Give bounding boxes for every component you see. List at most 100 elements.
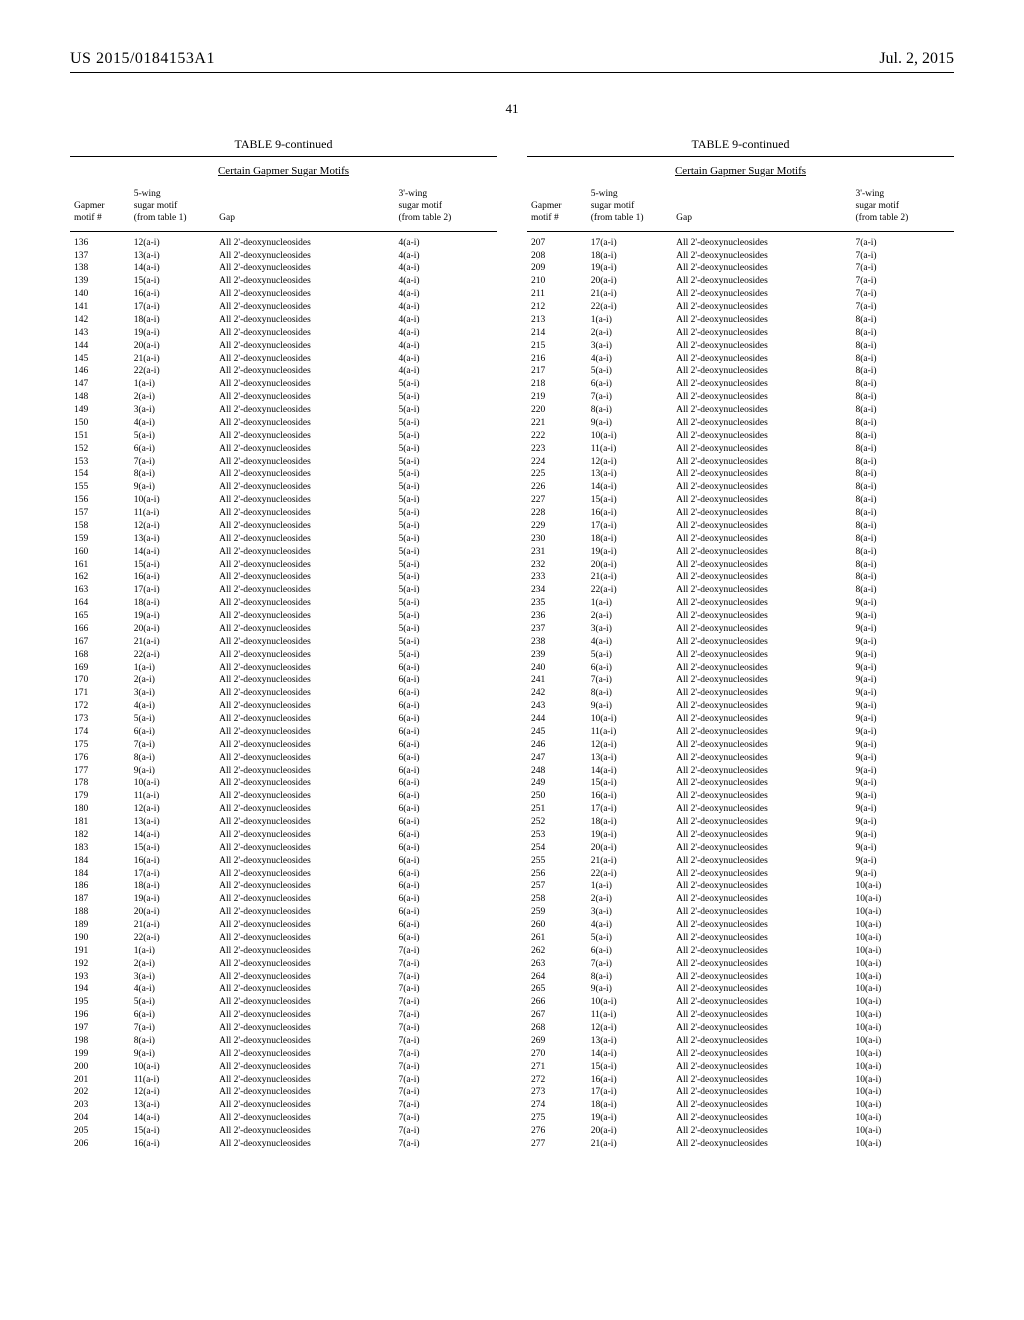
cell-3wing: 8(a-i) (852, 508, 955, 521)
cell-5wing: 21(a-i) (130, 920, 215, 933)
cell-gap: All 2'-deoxynucleosides (672, 1061, 851, 1074)
cell-motif: 192 (70, 958, 130, 971)
cell-3wing: 5(a-i) (395, 585, 498, 598)
col-header-gap-text: Gap (676, 213, 692, 223)
cell-gap: All 2'-deoxynucleosides (672, 971, 851, 984)
cell-3wing: 10(a-i) (852, 932, 955, 945)
table-row: 1548(a-i)All 2'-deoxynucleosides5(a-i) (70, 469, 497, 482)
table-row: 25521(a-i)All 2'-deoxynucleosides9(a-i) (527, 855, 954, 868)
cell-5wing: 5(a-i) (130, 714, 215, 727)
cell-5wing: 3(a-i) (130, 405, 215, 418)
table-row: 26812(a-i)All 2'-deoxynucleosides10(a-i) (527, 1023, 954, 1036)
table-row: 2395(a-i)All 2'-deoxynucleosides9(a-i) (527, 649, 954, 662)
cell-motif: 138 (70, 263, 130, 276)
cell-gap: All 2'-deoxynucleosides (672, 559, 851, 572)
cell-motif: 252 (527, 817, 587, 830)
cell-3wing: 4(a-i) (395, 231, 498, 250)
table-row: 16519(a-i)All 2'-deoxynucleosides5(a-i) (70, 611, 497, 624)
cell-5wing: 2(a-i) (587, 894, 672, 907)
cell-5wing: 21(a-i) (130, 353, 215, 366)
table-row: 22412(a-i)All 2'-deoxynucleosides8(a-i) (527, 456, 954, 469)
cell-3wing: 8(a-i) (852, 405, 955, 418)
cell-gap: All 2'-deoxynucleosides (215, 508, 394, 521)
cell-5wing: 20(a-i) (587, 842, 672, 855)
cell-gap: All 2'-deoxynucleosides (215, 932, 394, 945)
cell-3wing: 7(a-i) (395, 1023, 498, 1036)
table-row: 2604(a-i)All 2'-deoxynucleosides10(a-i) (527, 920, 954, 933)
cell-motif: 184 (70, 855, 130, 868)
cell-gap: All 2'-deoxynucleosides (672, 932, 851, 945)
cell-5wing: 1(a-i) (587, 314, 672, 327)
cell-3wing: 4(a-i) (395, 314, 498, 327)
cell-gap: All 2'-deoxynucleosides (672, 920, 851, 933)
table-subtitle-right: Certain Gapmer Sugar Motifs (527, 156, 954, 177)
table-row: 18719(a-i)All 2'-deoxynucleosides6(a-i) (70, 894, 497, 907)
table-row: 2626(a-i)All 2'-deoxynucleosides10(a-i) (527, 945, 954, 958)
cell-gap: All 2'-deoxynucleosides (672, 765, 851, 778)
cell-gap: All 2'-deoxynucleosides (215, 765, 394, 778)
cell-gap: All 2'-deoxynucleosides (215, 997, 394, 1010)
cell-3wing: 10(a-i) (852, 1138, 955, 1151)
cell-motif: 172 (70, 701, 130, 714)
cell-gap: All 2'-deoxynucleosides (672, 379, 851, 392)
cell-gap: All 2'-deoxynucleosides (672, 302, 851, 315)
cell-motif: 169 (70, 662, 130, 675)
table-row: 25622(a-i)All 2'-deoxynucleosides9(a-i) (527, 868, 954, 881)
cell-5wing: 12(a-i) (587, 1023, 672, 1036)
col-header-3wing-l3: (from table 2) (399, 213, 452, 223)
cell-5wing: 12(a-i) (130, 1087, 215, 1100)
cell-3wing: 5(a-i) (395, 405, 498, 418)
cell-5wing: 4(a-i) (587, 920, 672, 933)
cell-gap: All 2'-deoxynucleosides (672, 907, 851, 920)
cell-5wing: 14(a-i) (587, 1048, 672, 1061)
cell-3wing: 10(a-i) (852, 1035, 955, 1048)
table-row: 24915(a-i)All 2'-deoxynucleosides9(a-i) (527, 778, 954, 791)
cell-motif: 176 (70, 752, 130, 765)
table-row: 24511(a-i)All 2'-deoxynucleosides9(a-i) (527, 726, 954, 739)
table-row: 2417(a-i)All 2'-deoxynucleosides9(a-i) (527, 675, 954, 688)
cell-motif: 178 (70, 778, 130, 791)
cell-5wing: 3(a-i) (587, 340, 672, 353)
cell-3wing: 9(a-i) (852, 829, 955, 842)
table-row: 14016(a-i)All 2'-deoxynucleosides4(a-i) (70, 289, 497, 302)
cell-gap: All 2'-deoxynucleosides (215, 1100, 394, 1113)
cell-5wing: 12(a-i) (130, 231, 215, 250)
cell-3wing: 6(a-i) (395, 920, 498, 933)
cell-motif: 153 (70, 456, 130, 469)
cell-gap: All 2'-deoxynucleosides (672, 231, 851, 250)
left-column: TABLE 9-continued Certain Gapmer Sugar M… (70, 137, 497, 1151)
cell-3wing: 8(a-i) (852, 366, 955, 379)
cell-5wing: 18(a-i) (587, 817, 672, 830)
cell-motif: 195 (70, 997, 130, 1010)
table-row: 27115(a-i)All 2'-deoxynucleosides10(a-i) (527, 1061, 954, 1074)
cell-5wing: 15(a-i) (587, 1061, 672, 1074)
cell-gap: All 2'-deoxynucleosides (215, 250, 394, 263)
cell-3wing: 6(a-i) (395, 752, 498, 765)
cell-motif: 177 (70, 765, 130, 778)
cell-motif: 226 (527, 482, 587, 495)
cell-5wing: 18(a-i) (130, 314, 215, 327)
cell-3wing: 8(a-i) (852, 314, 955, 327)
table-row: 20010(a-i)All 2'-deoxynucleosides7(a-i) (70, 1061, 497, 1074)
cell-gap: All 2'-deoxynucleosides (672, 598, 851, 611)
cell-5wing: 18(a-i) (587, 250, 672, 263)
cell-motif: 200 (70, 1061, 130, 1074)
col-header-motif: Gapmer motif # (70, 187, 130, 231)
cell-3wing: 9(a-i) (852, 842, 955, 855)
cell-motif: 162 (70, 572, 130, 585)
cell-3wing: 5(a-i) (395, 546, 498, 559)
table-row: 27721(a-i)All 2'-deoxynucleosides10(a-i) (527, 1138, 954, 1151)
table-row: 1966(a-i)All 2'-deoxynucleosides7(a-i) (70, 1010, 497, 1023)
cell-gap: All 2'-deoxynucleosides (672, 662, 851, 675)
cell-motif: 168 (70, 649, 130, 662)
table-row: 20313(a-i)All 2'-deoxynucleosides7(a-i) (70, 1100, 497, 1113)
table-row: 16721(a-i)All 2'-deoxynucleosides5(a-i) (70, 636, 497, 649)
cell-gap: All 2'-deoxynucleosides (672, 611, 851, 624)
table-row: 18214(a-i)All 2'-deoxynucleosides6(a-i) (70, 829, 497, 842)
cell-5wing: 2(a-i) (130, 392, 215, 405)
cell-3wing: 10(a-i) (852, 881, 955, 894)
table-row: 21020(a-i)All 2'-deoxynucleosides7(a-i) (527, 276, 954, 289)
table-row: 23018(a-i)All 2'-deoxynucleosides8(a-i) (527, 533, 954, 546)
table-row: 2571(a-i)All 2'-deoxynucleosides10(a-i) (527, 881, 954, 894)
table-row: 2659(a-i)All 2'-deoxynucleosides10(a-i) (527, 984, 954, 997)
